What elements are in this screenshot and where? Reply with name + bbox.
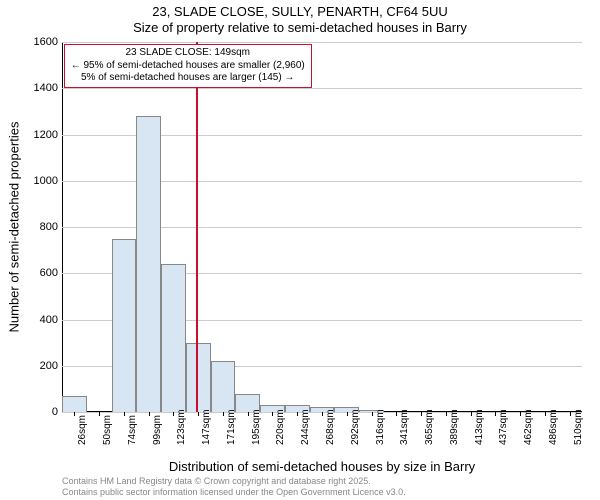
y-tick-label: 1000: [18, 175, 58, 187]
x-tick-label: 50sqm: [102, 415, 113, 445]
histogram-bar: [136, 116, 161, 412]
x-tick-label: 413sqm: [474, 409, 485, 445]
histogram-bar: [112, 239, 137, 412]
x-tick-mark: [495, 412, 496, 416]
x-tick-mark: [198, 412, 199, 416]
x-tick-label: 462sqm: [523, 409, 534, 445]
y-tick-label: 400: [18, 314, 58, 326]
x-tick-mark: [149, 412, 150, 416]
y-tick-label: 200: [18, 360, 58, 372]
x-tick-mark: [272, 412, 273, 416]
grid-line: [62, 42, 582, 43]
x-tick-label: 26sqm: [77, 415, 88, 445]
histogram-bar: [211, 361, 236, 412]
histogram-bar: [62, 396, 87, 412]
x-tick-mark: [520, 412, 521, 416]
annotation-line1: 23 SLADE CLOSE: 149sqm: [71, 47, 305, 60]
x-tick-label: 365sqm: [424, 409, 435, 445]
chart-plot-area: Number of semi-detached properties Distr…: [62, 42, 582, 412]
x-tick-label: 244sqm: [300, 409, 311, 445]
x-tick-mark: [471, 412, 472, 416]
x-tick-label: 195sqm: [251, 409, 262, 445]
x-tick-mark: [124, 412, 125, 416]
x-tick-mark: [173, 412, 174, 416]
y-tick-label: 600: [18, 267, 58, 279]
x-tick-label: 147sqm: [201, 409, 212, 445]
grid-line: [62, 88, 582, 89]
x-tick-label: 74sqm: [127, 415, 138, 445]
x-tick-label: 171sqm: [226, 409, 237, 445]
x-tick-mark: [372, 412, 373, 416]
x-tick-mark: [396, 412, 397, 416]
chart-title-block: 23, SLADE CLOSE, SULLY, PENARTH, CF64 5U…: [0, 4, 600, 35]
x-tick-label: 268sqm: [325, 409, 336, 445]
footer-line2: Contains public sector information licen…: [62, 487, 406, 498]
x-tick-mark: [297, 412, 298, 416]
x-tick-mark: [99, 412, 100, 416]
x-tick-mark: [347, 412, 348, 416]
y-tick-label: 1200: [18, 129, 58, 141]
title-line2: Size of property relative to semi-detach…: [0, 20, 600, 35]
title-line1: 23, SLADE CLOSE, SULLY, PENARTH, CF64 5U…: [0, 4, 600, 19]
annotation-line3: 5% of semi-detached houses are larger (1…: [71, 72, 305, 85]
x-tick-label: 99sqm: [152, 415, 163, 445]
x-tick-label: 316sqm: [375, 409, 386, 445]
x-tick-label: 486sqm: [548, 409, 559, 445]
x-tick-mark: [545, 412, 546, 416]
y-tick-label: 800: [18, 221, 58, 233]
chart-footer: Contains HM Land Registry data © Crown c…: [62, 476, 406, 498]
x-tick-label: 292sqm: [350, 409, 361, 445]
histogram-bar: [186, 343, 211, 412]
footer-line1: Contains HM Land Registry data © Crown c…: [62, 476, 406, 487]
y-tick-label: 1600: [18, 36, 58, 48]
x-tick-label: 123sqm: [176, 409, 187, 445]
x-axis-label: Distribution of semi-detached houses by …: [169, 459, 475, 474]
y-tick-label: 1400: [18, 82, 58, 94]
x-tick-label: 389sqm: [449, 409, 460, 445]
x-tick-label: 220sqm: [275, 409, 286, 445]
x-tick-mark: [74, 412, 75, 416]
x-tick-mark: [322, 412, 323, 416]
y-tick-label: 0: [18, 406, 58, 418]
annotation-line2: ← 95% of semi-detached houses are smalle…: [71, 60, 305, 73]
chart-container: 23, SLADE CLOSE, SULLY, PENARTH, CF64 5U…: [0, 0, 600, 500]
x-tick-mark: [223, 412, 224, 416]
x-tick-label: 510sqm: [573, 409, 584, 445]
x-tick-mark: [446, 412, 447, 416]
threshold-line: [196, 42, 198, 412]
x-tick-label: 341sqm: [399, 409, 410, 445]
x-tick-label: 437sqm: [498, 409, 509, 445]
annotation-box: 23 SLADE CLOSE: 149sqm← 95% of semi-deta…: [64, 44, 312, 88]
x-tick-mark: [248, 412, 249, 416]
x-tick-mark: [570, 412, 571, 416]
x-tick-mark: [421, 412, 422, 416]
histogram-bar: [161, 264, 186, 412]
